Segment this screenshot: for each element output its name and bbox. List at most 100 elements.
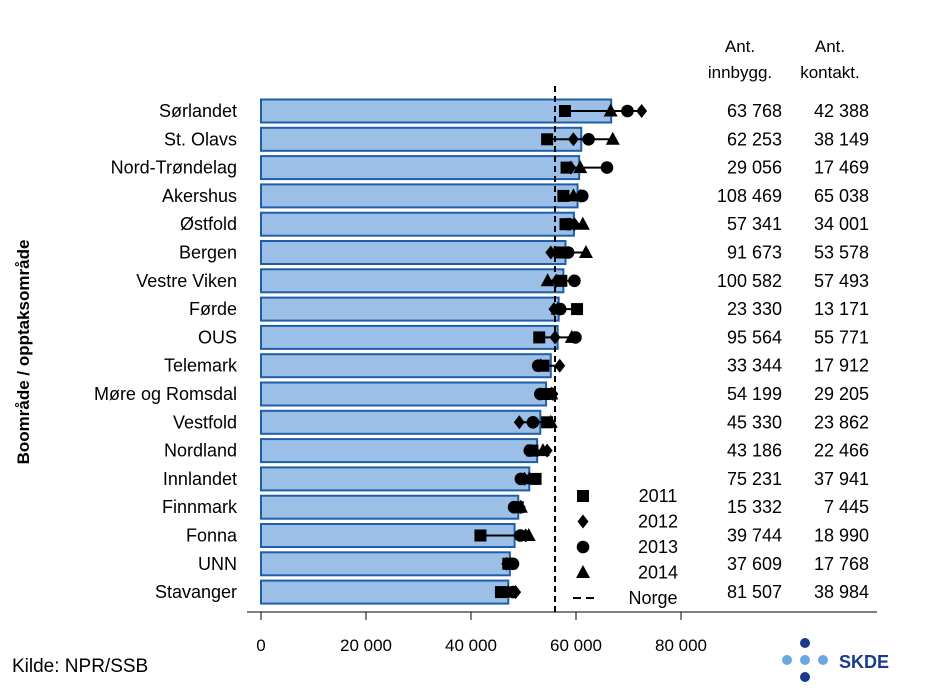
x-tick-label: 60 000	[550, 636, 602, 655]
logo-text: SKDE	[839, 652, 889, 672]
table-header-kontakt-line2: kontakt.	[800, 63, 860, 82]
innbyggere-cell: 75 231	[727, 469, 782, 489]
category-label: Stavanger	[155, 582, 237, 602]
kontakter-cell: 23 862	[814, 412, 869, 432]
category-label: Vestre Viken	[136, 271, 237, 291]
category-label: Finnmark	[162, 497, 238, 517]
marker-2012-3	[565, 160, 577, 175]
innbyggere-cell: 23 330	[727, 299, 782, 319]
kontakter-cell: 13 171	[814, 299, 869, 319]
marker-2013-3	[600, 161, 614, 174]
category-label: Fonna	[186, 526, 238, 546]
category-label: Sørlandet	[159, 101, 237, 121]
category-label: Akershus	[162, 186, 237, 206]
category-label: St. Olavs	[164, 129, 237, 149]
innbyggere-cell: 15 332	[727, 497, 782, 517]
marker-2014-13	[535, 443, 550, 457]
bar-3	[260, 155, 581, 181]
innbyggere-cell: 95 564	[727, 327, 782, 347]
bar-7	[260, 268, 565, 294]
kontakter-cell: 34 001	[814, 214, 869, 234]
bar-18	[260, 579, 510, 605]
marker-2013-1	[621, 104, 634, 118]
table-header-kontakt-line1: Ant.	[815, 37, 845, 56]
marker-2014-8	[550, 301, 565, 315]
logo-dot-left2	[782, 655, 792, 665]
kontakter-cell: 17 469	[814, 158, 869, 178]
x-ticks: 0 20 000 40 000 60 000 80 000	[256, 612, 707, 655]
kontakter-cell: 18 990	[814, 526, 869, 546]
legend-label: 2013	[638, 537, 678, 557]
marker-2011-1	[558, 105, 571, 117]
marker-2014-18	[501, 584, 516, 598]
table-header-innbygg-line2: innbygg.	[708, 63, 772, 82]
bar-4	[260, 183, 579, 209]
innbyggere-cell: 29 056	[727, 158, 782, 178]
innbyggere-cell: 54 199	[727, 384, 782, 404]
logo-dot-top	[800, 638, 810, 648]
marker-2014-7	[540, 273, 555, 287]
marker-2013-5	[562, 217, 575, 231]
marker-2014-12	[543, 414, 558, 428]
kontakter-cell: 7 445	[824, 497, 869, 517]
marker-2014-5	[575, 216, 590, 230]
markers-layer	[474, 103, 648, 600]
marker-2013-7	[568, 274, 581, 288]
marker-2014-16	[521, 528, 536, 541]
innbyggere-cell: 33 344	[727, 356, 782, 376]
logo-dot-left1	[800, 655, 810, 665]
bar-14	[260, 466, 531, 492]
innbyggere-cell: 45 330	[727, 412, 782, 432]
category-label: Telemark	[164, 356, 238, 376]
innbyggere-cell: 43 186	[727, 441, 782, 461]
marker-2012-2	[567, 132, 579, 147]
skde-logo: SKDE	[782, 638, 889, 682]
legend-label: 2011	[639, 486, 678, 506]
bar-15	[260, 494, 520, 520]
category-label: OUS	[198, 327, 237, 347]
marker-2014-9	[564, 329, 579, 343]
innbyggere-cell: 57 341	[727, 214, 782, 234]
legend-marker-2012	[577, 514, 589, 529]
bar-17	[260, 551, 511, 577]
marker-2013-12	[526, 416, 540, 429]
category-label: Nordland	[164, 441, 237, 461]
legend-marker-2011	[577, 490, 589, 502]
marker-2012-10	[554, 358, 566, 373]
legend: 2011 2012 2013 2014 Norge	[573, 486, 678, 608]
marker-2014-10	[533, 358, 548, 372]
source-label: Kilde: NPR/SSB	[12, 656, 148, 677]
marker-2014-14	[522, 471, 537, 485]
marker-2011-4	[557, 189, 570, 202]
marker-2012-12	[513, 415, 525, 430]
category-label: Førde	[189, 299, 237, 319]
marker-2014-17	[503, 556, 518, 570]
marker-2014-1	[603, 103, 618, 117]
bar-1	[260, 98, 613, 124]
category-label: Vestfold	[173, 412, 237, 432]
kontakter-cell: 37 941	[814, 469, 869, 489]
marker-2014-6	[578, 245, 593, 258]
innbyggere-cell: 63 768	[727, 101, 782, 121]
x-tick-label: 20 000	[340, 636, 392, 655]
kontakter-cell: 57 493	[814, 271, 869, 291]
kontakter-cell: 17 768	[814, 554, 869, 574]
data-table: Ant. innbygg. Ant. kontakt. 63 768 42 388…	[708, 37, 869, 602]
marker-2011-16	[474, 529, 487, 542]
bar-8	[260, 296, 560, 322]
marker-2014-11	[544, 386, 559, 400]
bar-2	[260, 126, 583, 152]
kontakter-cell: 22 466	[814, 441, 869, 461]
bar-10	[260, 353, 552, 379]
kontakter-cell: 65 038	[814, 186, 869, 206]
innbyggere-cell: 62 253	[727, 129, 782, 149]
kontakter-cell: 38 149	[814, 129, 869, 149]
innbyggere-cell: 39 744	[727, 526, 782, 546]
category-label: Bergen	[179, 243, 237, 263]
x-tick-label: 80 000	[655, 636, 707, 655]
bar-12	[260, 409, 542, 435]
marker-2014-2	[605, 131, 620, 145]
category-label: UNN	[198, 554, 237, 574]
marker-2012-6	[545, 245, 557, 260]
